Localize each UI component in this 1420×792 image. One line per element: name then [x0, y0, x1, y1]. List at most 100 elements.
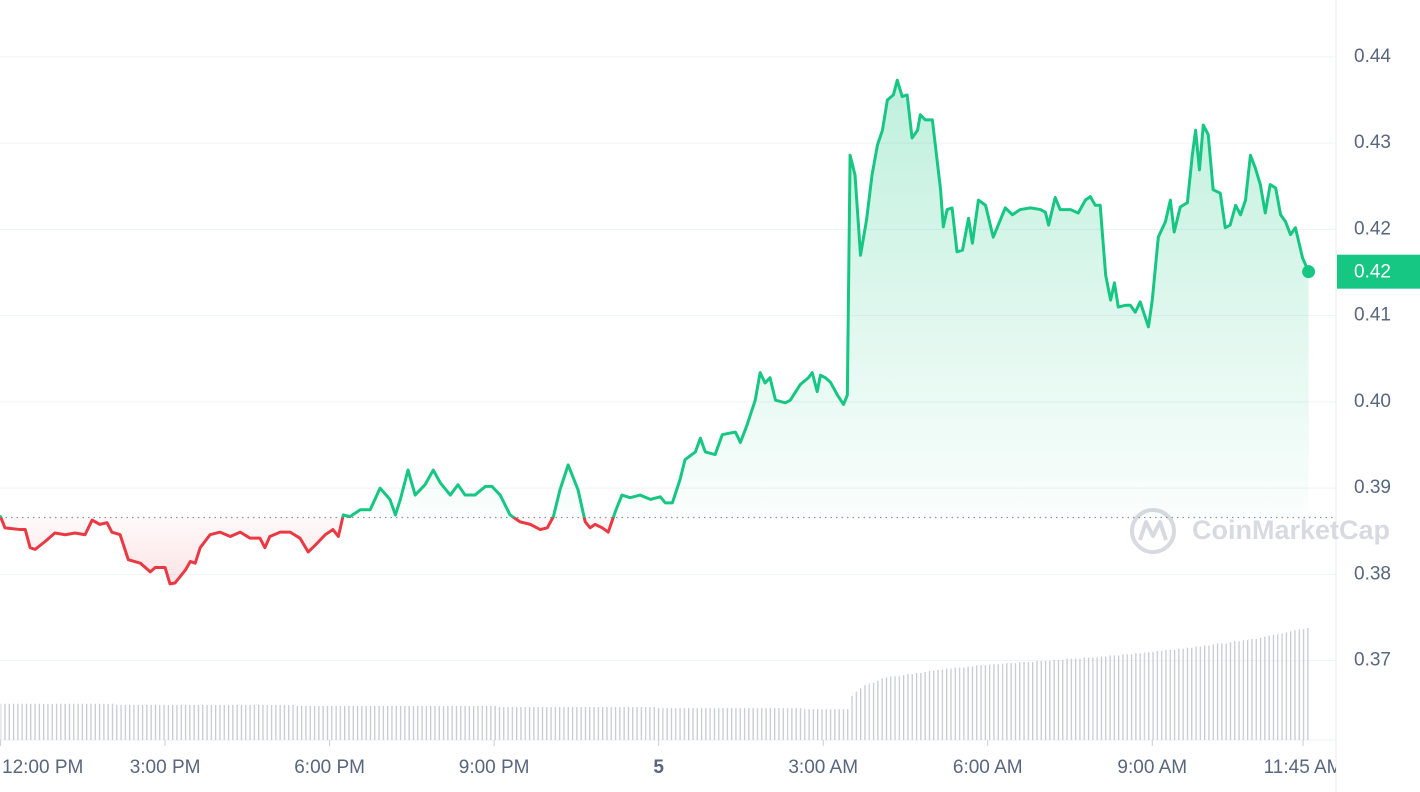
volume-bar: [180, 704, 188, 740]
volume-bar: [1035, 660, 1043, 740]
volume-bar: [525, 707, 536, 740]
volume-bar: [167, 704, 173, 740]
volume-bar: [1042, 660, 1047, 740]
volume-bar: [225, 704, 236, 740]
volume-bar: [863, 685, 870, 740]
volume-bar: [827, 709, 834, 740]
volume-bar: [975, 665, 982, 740]
volume-bar: [192, 704, 198, 740]
volume-bar: [95, 703, 104, 740]
volume-bar: [1144, 652, 1151, 740]
x-tick-label: 6:00 AM: [953, 757, 1023, 778]
volume-bar: [1167, 649, 1173, 740]
volume-bar: [1210, 644, 1217, 740]
volume-bar: [145, 704, 153, 740]
volume-bar: [914, 673, 919, 740]
volume-bar: [1252, 638, 1258, 740]
volume-bar: [152, 704, 161, 740]
volume-bar: [989, 664, 997, 740]
volume-bar: [385, 705, 393, 740]
volume-bar: [1161, 649, 1168, 740]
volume-bar: [1081, 657, 1088, 740]
volume-bar: [818, 709, 823, 740]
volume-bar: [697, 708, 703, 740]
volume-bar: [22, 703, 28, 740]
volume-bar: [470, 705, 481, 740]
volume-bar: [1183, 647, 1190, 740]
volume-bar: [1262, 636, 1268, 740]
volume-bar: [702, 708, 711, 740]
volume-bar: [420, 705, 430, 740]
volume-bar: [1177, 648, 1184, 740]
x-tick-label: 9:00 PM: [459, 757, 530, 778]
volume-bar: [365, 705, 376, 740]
volume-bar: [285, 704, 296, 740]
volume-bar: [936, 669, 942, 740]
volume-bar: [262, 704, 268, 740]
volume-bar: [1074, 658, 1082, 740]
volume-bar: [822, 709, 828, 740]
x-tick-label: 12:00 PM: [2, 757, 83, 778]
volume-bar: [329, 705, 336, 740]
x-tick-label: 5: [653, 757, 664, 778]
volume-bar: [804, 709, 811, 740]
volume-bar: [874, 680, 880, 740]
volume-bar: [1108, 655, 1113, 740]
volume-bar: [2, 703, 13, 740]
volume-bar: [840, 709, 846, 740]
volume-bar: [235, 704, 246, 740]
volume-bar: [743, 708, 752, 740]
volume-bar: [922, 671, 929, 740]
volume-bar: [611, 707, 619, 740]
price-area-down: [0, 517, 1309, 584]
volume-bar: [890, 676, 896, 740]
volume-bar: [1150, 652, 1156, 740]
volume-bar: [676, 708, 683, 740]
volume-bar: [635, 707, 646, 740]
volume-bar: [1116, 655, 1122, 740]
x-tick-label: 9:00 AM: [1117, 757, 1187, 778]
volume-bar: [27, 703, 33, 740]
price-line: [0, 78, 1311, 586]
volume-bar: [899, 675, 905, 740]
volume-bar: [757, 708, 763, 740]
volume-bar: [564, 707, 574, 740]
volume-bar: [461, 705, 471, 740]
volume-bar: [1201, 645, 1206, 740]
volume-bar: [1016, 662, 1026, 740]
volume-bar: [884, 677, 891, 740]
volume-bar: [598, 707, 606, 740]
volume-bar: [655, 708, 663, 740]
volume-bar: [879, 678, 885, 740]
volume-bar: [767, 708, 773, 740]
volume-bar: [1232, 641, 1239, 740]
volume-bar: [1155, 651, 1162, 740]
volume-bar: [845, 709, 849, 740]
volume-bar: [732, 708, 738, 740]
volume-bar: [710, 708, 719, 740]
y-tick-label: 0.37: [1354, 650, 1391, 671]
volume-bar: [1092, 657, 1098, 740]
volume-bar: [690, 708, 698, 740]
volume-bar: [1057, 659, 1066, 740]
volume-bar: [814, 709, 819, 740]
x-tick-label: 3:00 AM: [788, 757, 858, 778]
volume-bar: [32, 703, 41, 740]
x-tick-label: 3:00 PM: [130, 757, 201, 778]
volume-bar: [1278, 633, 1284, 740]
watermark-logo-mark: [1138, 520, 1168, 541]
volume-bar: [1087, 657, 1093, 740]
y-tick-label: 0.39: [1354, 477, 1391, 498]
volume-bar: [49, 703, 61, 740]
volume-bar: [909, 674, 915, 740]
current-price-box: [1337, 254, 1420, 289]
volume-bar: [60, 703, 71, 740]
volume-bar: [928, 670, 937, 740]
volume-bar: [1097, 656, 1103, 740]
volume-bar: [970, 666, 976, 740]
volume-bar: [996, 664, 1003, 740]
volume-bar: [205, 704, 215, 740]
watermark-group: CoinMarketCap: [1130, 508, 1390, 554]
volume-bar: [954, 667, 960, 740]
